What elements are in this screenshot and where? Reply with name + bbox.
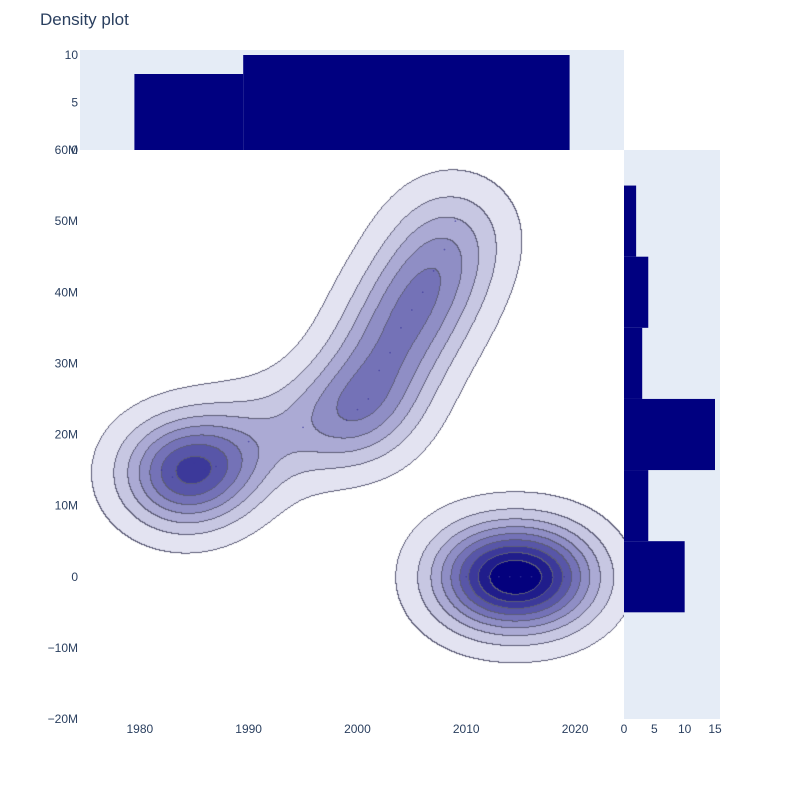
x-tick-label: 1990 (235, 722, 262, 736)
data-point (378, 369, 381, 372)
x-tick-label: 2010 (453, 722, 480, 736)
y-tick-label: −10M (48, 641, 78, 655)
data-point (410, 309, 413, 311)
data-point (519, 575, 522, 578)
data-point (432, 270, 435, 272)
data-point (302, 426, 304, 429)
data-point (182, 479, 185, 482)
right-histogram-tick-label: 5 (651, 722, 658, 736)
x-tick-label: 1980 (126, 722, 153, 736)
right-histogram-bar (624, 327, 643, 399)
data-point (345, 419, 348, 422)
y-tick-label: 40M (55, 285, 78, 299)
y-tick-label: 50M (55, 214, 78, 228)
data-point (454, 220, 457, 223)
top-histogram-bar (134, 74, 244, 150)
data-point (421, 291, 424, 294)
data-point (160, 469, 163, 471)
data-point (487, 575, 489, 578)
axis-ticks: 1980 1990 2000 2010 2020 −20M −10M 0 10M 20M 30M 40… (48, 48, 722, 736)
top-histogram-tick-label: 5 (71, 96, 78, 110)
right-histogram-tick-label: 0 (621, 722, 628, 736)
density-contours (80, 150, 624, 719)
right-histogram-bar (624, 398, 715, 471)
top-histogram-tick-label: 10 (65, 48, 79, 62)
data-points (160, 220, 566, 578)
data-point (367, 398, 370, 400)
data-point (497, 575, 500, 578)
top-histogram-tick-label: 0 (71, 143, 78, 157)
data-point (193, 462, 196, 464)
right-histogram-bar (624, 541, 685, 613)
data-point (552, 575, 555, 578)
y-tick-label: 20M (55, 428, 78, 442)
data-point (541, 575, 544, 578)
data-point (215, 465, 217, 468)
data-point (563, 575, 566, 578)
data-point (400, 326, 402, 329)
y-tick-label: 10M (55, 499, 78, 513)
y-tick-label: 30M (55, 356, 78, 370)
y-tick-label: −20M (48, 712, 78, 726)
right-histogram-bar (624, 470, 649, 542)
top-marginal-histogram (134, 55, 570, 150)
data-point (171, 476, 174, 479)
data-point (476, 575, 479, 578)
density-contour-image (80, 150, 624, 719)
y-tick-label: 0 (71, 570, 78, 584)
data-point (247, 440, 250, 443)
data-point (530, 575, 533, 578)
right-histogram-bar (624, 185, 637, 257)
right-marginal-histogram (624, 185, 715, 613)
x-tick-label: 2020 (562, 722, 589, 736)
data-point (389, 351, 391, 354)
x-tick-label: 2000 (344, 722, 371, 736)
right-histogram-tick-label: 10 (678, 722, 692, 736)
data-point (443, 248, 446, 251)
y-tick-label: 60M (55, 143, 78, 157)
top-histogram-bar (243, 55, 570, 150)
data-point (356, 408, 359, 411)
data-point (508, 575, 511, 578)
right-histogram-bar (624, 256, 649, 328)
data-point (204, 469, 207, 471)
data-point (465, 575, 468, 578)
chart-title: Density plot (40, 10, 129, 29)
right-histogram-tick-label: 15 (708, 722, 722, 736)
